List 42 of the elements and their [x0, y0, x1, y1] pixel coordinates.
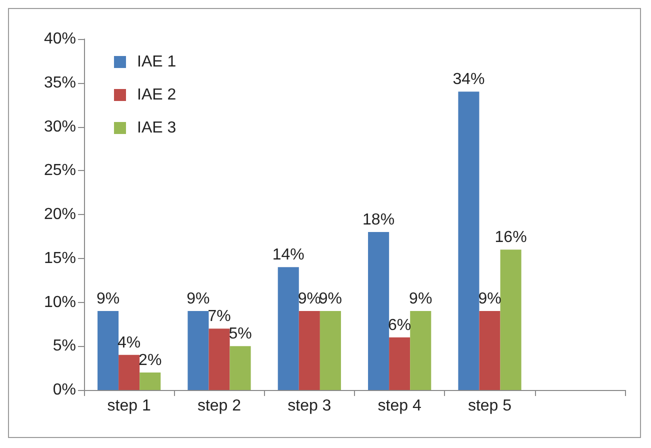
x-tick-label: step 3 — [288, 398, 332, 414]
y-tick-label: 15% — [44, 250, 76, 267]
y-tick-label: 35% — [44, 74, 76, 92]
legend-label: IAE 1 — [137, 54, 176, 70]
y-tick-label: 25% — [44, 162, 76, 180]
data-label: 9% — [186, 290, 210, 308]
y-tick-label: 30% — [44, 118, 76, 136]
data-label: 9% — [96, 290, 120, 308]
data-label: 7% — [208, 308, 231, 326]
legend-label: IAE 2 — [137, 86, 176, 104]
data-label: 5% — [228, 326, 252, 343]
y-tick-label: 20% — [44, 206, 76, 223]
bar — [188, 311, 209, 390]
bar — [208, 328, 230, 390]
bar — [479, 311, 500, 390]
bar — [278, 267, 299, 390]
data-label: 9% — [409, 290, 432, 308]
bar — [140, 372, 161, 390]
bar — [389, 337, 410, 390]
y-tick-label: 5% — [52, 338, 76, 355]
bar — [410, 311, 432, 390]
data-label: 34% — [452, 71, 485, 88]
bar — [368, 232, 390, 390]
data-label: 9% — [318, 290, 342, 308]
x-tick-label: step 5 — [468, 398, 512, 414]
x-tick-label: step 4 — [378, 398, 422, 414]
bar — [500, 250, 522, 390]
bar — [320, 311, 341, 390]
data-label: 16% — [494, 229, 527, 246]
bar — [458, 92, 480, 390]
bar — [298, 311, 320, 390]
y-tick-label: 0% — [52, 382, 76, 398]
bar — [230, 346, 251, 390]
x-tick-label: step 2 — [197, 398, 242, 414]
data-label: 18% — [362, 212, 395, 229]
x-tick-label: step 1 — [107, 398, 151, 414]
legend-label: IAE 3 — [137, 120, 176, 136]
data-label: 14% — [272, 246, 304, 264]
bar — [118, 354, 140, 390]
bar — [98, 311, 119, 390]
y-tick-label: 10% — [44, 294, 76, 311]
y-tick-label: 40% — [44, 30, 76, 48]
